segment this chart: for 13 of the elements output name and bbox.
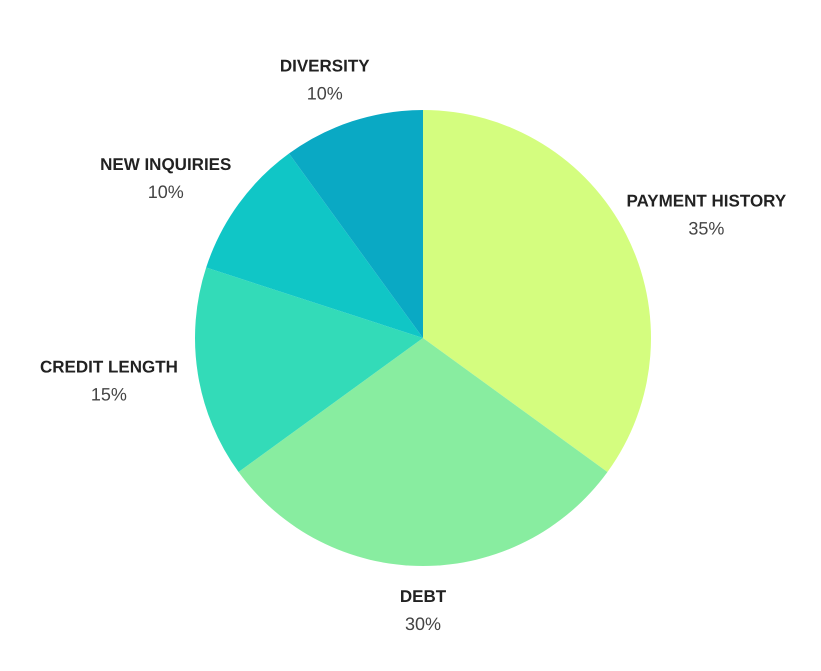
pie-slice [288,110,423,338]
slice-label: PAYMENT HISTORY [626,192,787,211]
pie-slice [238,338,608,566]
data-label: 10% [306,83,343,104]
slice-label: CREDIT LENGTH [40,358,178,377]
slice-label: DEBT [400,587,447,606]
data-label: 35% [688,218,724,239]
data-label: 30% [404,614,442,634]
pie-slice [195,268,423,472]
data-label: 15% [90,384,127,405]
slice-label: DIVERSITY [280,56,370,76]
data-label: 10% [148,182,184,202]
slice-label: NEW INQUIRIES [100,155,232,174]
